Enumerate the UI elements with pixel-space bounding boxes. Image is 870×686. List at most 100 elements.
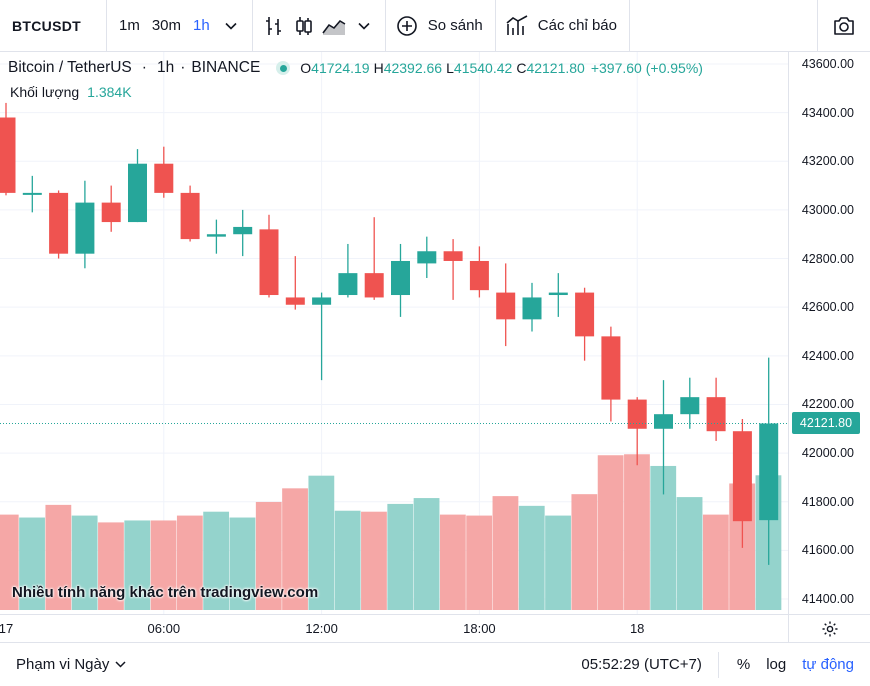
price-tick-label: 41400.00	[801, 592, 854, 606]
candle[interactable]	[732, 419, 752, 548]
volume-bar	[229, 517, 256, 610]
percent-scale-button[interactable]: %	[736, 656, 751, 673]
candle[interactable]	[128, 149, 147, 223]
candle-body	[680, 397, 700, 415]
camera-icon[interactable]	[818, 0, 870, 52]
candle[interactable]	[706, 377, 726, 441]
interval-dropdown-chevron-down-icon[interactable]	[216, 8, 246, 44]
candles-chart-icon[interactable]	[289, 8, 319, 44]
promo-link[interactable]: Nhiều tính năng khác trên tradingview.co…	[12, 584, 319, 601]
candle-body	[548, 292, 568, 296]
volume-bar	[176, 515, 203, 610]
volume-bar	[466, 515, 493, 610]
interval-30m-button[interactable]: 30m	[151, 17, 182, 34]
bars-chart-icon[interactable]	[259, 8, 289, 44]
candle-body	[469, 260, 489, 291]
chart-type-dropdown-chevron-down-icon[interactable]	[349, 8, 379, 44]
price-tick-label: 41800.00	[801, 494, 854, 509]
market-status-icon[interactable]	[276, 61, 291, 75]
volume-label: Khối lượng	[10, 84, 80, 100]
candle[interactable]	[22, 175, 42, 213]
candle-body	[128, 163, 147, 223]
price-tick-label: 42000.00	[801, 446, 854, 461]
candle[interactable]	[627, 397, 647, 466]
candle-body	[101, 202, 121, 223]
candle[interactable]	[180, 185, 200, 242]
candle[interactable]	[417, 236, 437, 278]
area-chart-icon[interactable]	[319, 8, 349, 44]
legend-interval: 1h	[156, 59, 175, 76]
candle-body	[154, 163, 174, 193]
candle-body	[206, 234, 226, 237]
interval-group: 1m 30m 1h	[107, 0, 252, 52]
interval-1m-button[interactable]: 1m	[119, 17, 140, 34]
candle[interactable]	[154, 146, 174, 198]
candle[interactable]	[443, 239, 463, 300]
price-tick-label: 42600.00	[801, 300, 854, 315]
volume-legend[interactable]: Khối lượng 1.384K	[10, 84, 132, 100]
volume-bar	[597, 455, 624, 610]
candle[interactable]	[0, 102, 16, 196]
candle-body	[22, 192, 42, 195]
time-tick-label: 12:00	[305, 621, 338, 636]
interval-1h-button[interactable]: 1h	[193, 17, 210, 34]
candle[interactable]	[575, 287, 595, 361]
candle[interactable]	[759, 357, 779, 565]
candle[interactable]	[259, 214, 279, 298]
candle[interactable]	[548, 273, 568, 317]
time-scale[interactable]: 17 06:00 12:00 18:00 18	[0, 614, 788, 642]
candle[interactable]	[601, 326, 621, 422]
time-tick-label: 18:00	[463, 621, 496, 636]
toolbar-divider	[384, 0, 386, 52]
price-scale[interactable]: 43600.00 43400.00 43200.00 43000.00 42800.00…	[788, 52, 870, 614]
plus-circle-icon	[392, 8, 422, 44]
time-tick-label: 17	[0, 621, 14, 636]
indicators-button[interactable]: Các chỉ báo	[496, 0, 629, 52]
date-range-label: Phạm vi Ngày	[16, 656, 110, 673]
candle[interactable]	[233, 209, 253, 257]
auto-scale-button[interactable]: tự động	[802, 656, 854, 673]
candle[interactable]	[101, 185, 121, 232]
candle-body	[654, 414, 673, 429]
timezone-clock[interactable]: 05:52:29 (UTC+7)	[581, 656, 702, 673]
candle[interactable]	[75, 180, 95, 269]
volume-bar	[676, 497, 703, 610]
legend-separator: ·	[141, 59, 147, 76]
volume-bar	[308, 475, 335, 610]
candle[interactable]	[391, 243, 410, 317]
volume-bar	[282, 488, 308, 610]
candle-body	[285, 297, 305, 305]
toolbar-divider	[251, 0, 253, 52]
candle[interactable]	[312, 292, 332, 381]
candle[interactable]	[49, 190, 69, 259]
compare-button[interactable]: So sánh	[386, 0, 495, 52]
date-range-button[interactable]: Phạm vi Ngày	[0, 656, 126, 673]
log-scale-button[interactable]: log	[766, 656, 787, 673]
candle[interactable]	[654, 380, 673, 495]
symbol-search-button[interactable]: BTCUSDT	[12, 17, 81, 34]
candle[interactable]	[338, 243, 358, 298]
toolbar-divider	[817, 0, 818, 52]
volume-bar	[492, 496, 519, 610]
candle[interactable]	[364, 217, 384, 300]
symbol-description[interactable]: Bitcoin / TetherUS	[8, 59, 132, 76]
price-tick-label: 42200.00	[801, 397, 854, 412]
bottom-bar: Phạm vi Ngày 05:52:29 (UTC+7) % log tự đ…	[0, 642, 870, 686]
candlestick-chart[interactable]	[0, 52, 788, 614]
candle[interactable]	[680, 377, 700, 429]
gear-icon[interactable]	[788, 614, 870, 642]
candle[interactable]	[206, 219, 226, 254]
candle[interactable]	[285, 256, 305, 310]
candle[interactable]	[522, 282, 542, 332]
compare-label: So sánh	[427, 17, 483, 34]
time-tick-label: 06:00	[147, 621, 181, 636]
candle[interactable]	[496, 263, 516, 347]
volume-bar	[71, 515, 98, 610]
candle-body	[49, 192, 69, 254]
legend-high: H42392.66	[373, 60, 443, 76]
price-tick-label: 43600.00	[801, 57, 854, 71]
candle[interactable]	[469, 246, 489, 298]
legend-change: +397.60 (+0.95%)	[590, 60, 703, 76]
candle-body	[443, 251, 463, 261]
candle-body	[522, 297, 542, 320]
